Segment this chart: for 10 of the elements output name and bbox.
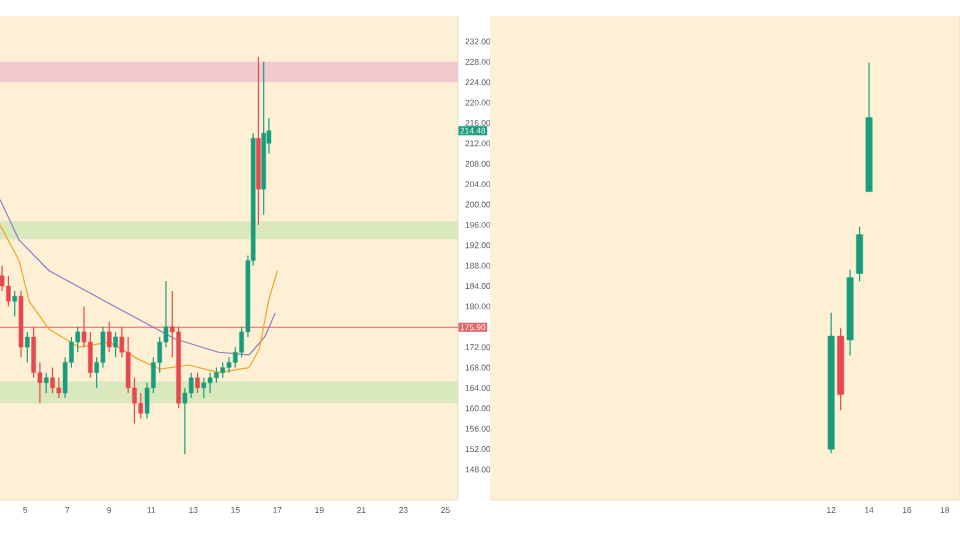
line-series	[0, 198, 276, 356]
candlestick	[106, 321, 112, 353]
candlestick	[195, 372, 200, 394]
candlestick	[12, 290, 17, 318]
candlestick	[207, 372, 213, 394]
candlestick	[43, 372, 49, 394]
candlestick	[201, 377, 207, 399]
candlestick	[50, 366, 55, 394]
candlestick	[25, 331, 30, 364]
candlestick	[113, 331, 118, 358]
